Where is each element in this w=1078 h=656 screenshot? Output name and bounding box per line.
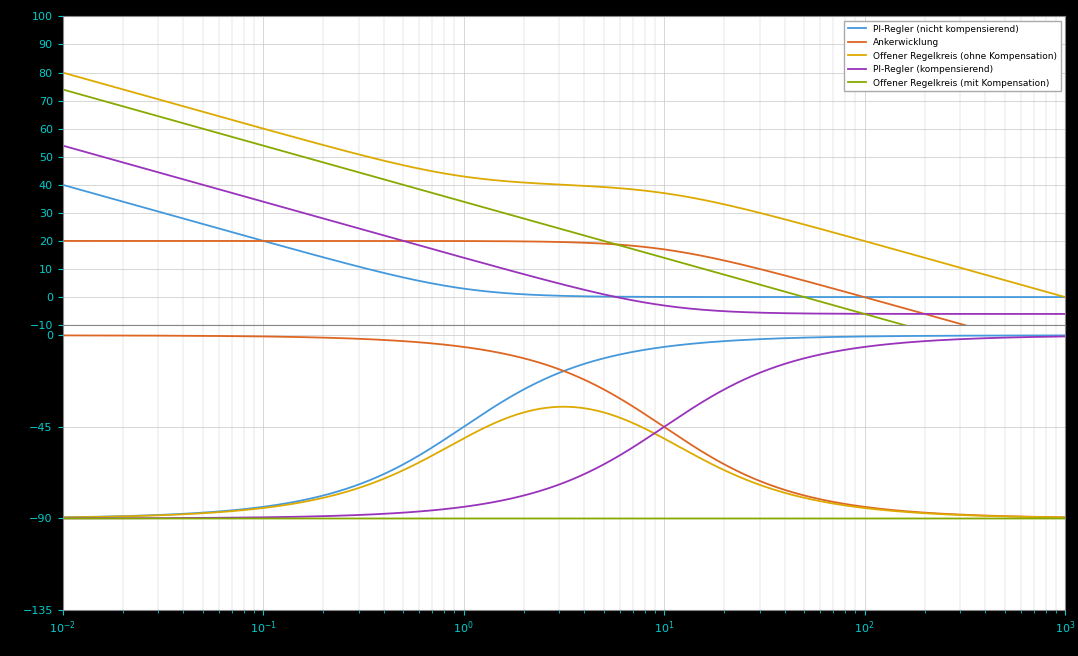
- PI-Regler (kompensierend): [484, 261, 497, 269]
- PI-Regler (nicht kompensierend): [230, 230, 243, 237]
- PI-Regler (nicht kompensierend): [484, 288, 497, 296]
- Offener Regelkreis (mit Kompensation): [56, 85, 69, 93]
- Offener Regelkreis (ohne Kompensation): [484, 176, 497, 184]
- Ankerwicklung: [1059, 349, 1072, 357]
- Offener Regelkreis (ohne Kompensation): [170, 100, 183, 108]
- Offener Regelkreis (mit Kompensation): [230, 134, 243, 142]
- PI-Regler (kompensierend): [1039, 310, 1052, 318]
- Line: Offener Regelkreis (mit Kompensation): Offener Regelkreis (mit Kompensation): [63, 89, 1065, 370]
- PI-Regler (nicht kompensierend): [170, 213, 183, 220]
- PI-Regler (kompensierend): [56, 142, 69, 150]
- Offener Regelkreis (ohne Kompensation): [931, 257, 944, 265]
- Ankerwicklung: [56, 237, 69, 245]
- Offener Regelkreis (mit Kompensation): [1039, 361, 1052, 369]
- Line: PI-Regler (kompensierend): PI-Regler (kompensierend): [63, 146, 1065, 314]
- PI-Regler (nicht kompensierend): [931, 293, 944, 301]
- PI-Regler (nicht kompensierend): [441, 282, 454, 290]
- PI-Regler (kompensierend): [170, 174, 183, 182]
- PI-Regler (nicht kompensierend): [1059, 293, 1072, 301]
- Ankerwicklung: [230, 237, 243, 245]
- Line: Offener Regelkreis (ohne Kompensation): Offener Regelkreis (ohne Kompensation): [63, 73, 1065, 297]
- Ankerwicklung: [170, 237, 183, 245]
- Legend: PI-Regler (nicht kompensierend), Ankerwicklung, Offener Regelkreis (ohne Kompens: PI-Regler (nicht kompensierend), Ankerwi…: [844, 21, 1061, 91]
- Offener Regelkreis (mit Kompensation): [931, 331, 944, 338]
- Offener Regelkreis (mit Kompensation): [484, 205, 497, 213]
- Ankerwicklung: [1039, 344, 1052, 352]
- PI-Regler (nicht kompensierend): [1039, 293, 1052, 301]
- PI-Regler (kompensierend): [1059, 310, 1072, 318]
- Ankerwicklung: [441, 237, 454, 245]
- PI-Regler (kompensierend): [441, 249, 454, 257]
- Offener Regelkreis (ohne Kompensation): [1039, 287, 1052, 295]
- Offener Regelkreis (ohne Kompensation): [230, 117, 243, 125]
- PI-Regler (kompensierend): [230, 190, 243, 198]
- Offener Regelkreis (mit Kompensation): [1059, 366, 1072, 374]
- PI-Regler (kompensierend): [931, 310, 944, 318]
- Ankerwicklung: [931, 314, 944, 321]
- Offener Regelkreis (mit Kompensation): [441, 193, 454, 201]
- Offener Regelkreis (ohne Kompensation): [441, 170, 454, 178]
- Offener Regelkreis (mit Kompensation): [170, 117, 183, 125]
- Offener Regelkreis (ohne Kompensation): [56, 69, 69, 77]
- PI-Regler (nicht kompensierend): [56, 181, 69, 189]
- Offener Regelkreis (ohne Kompensation): [1059, 293, 1072, 301]
- Line: PI-Regler (nicht kompensierend): PI-Regler (nicht kompensierend): [63, 185, 1065, 297]
- Line: Ankerwicklung: Ankerwicklung: [63, 241, 1065, 353]
- Ankerwicklung: [484, 237, 497, 245]
